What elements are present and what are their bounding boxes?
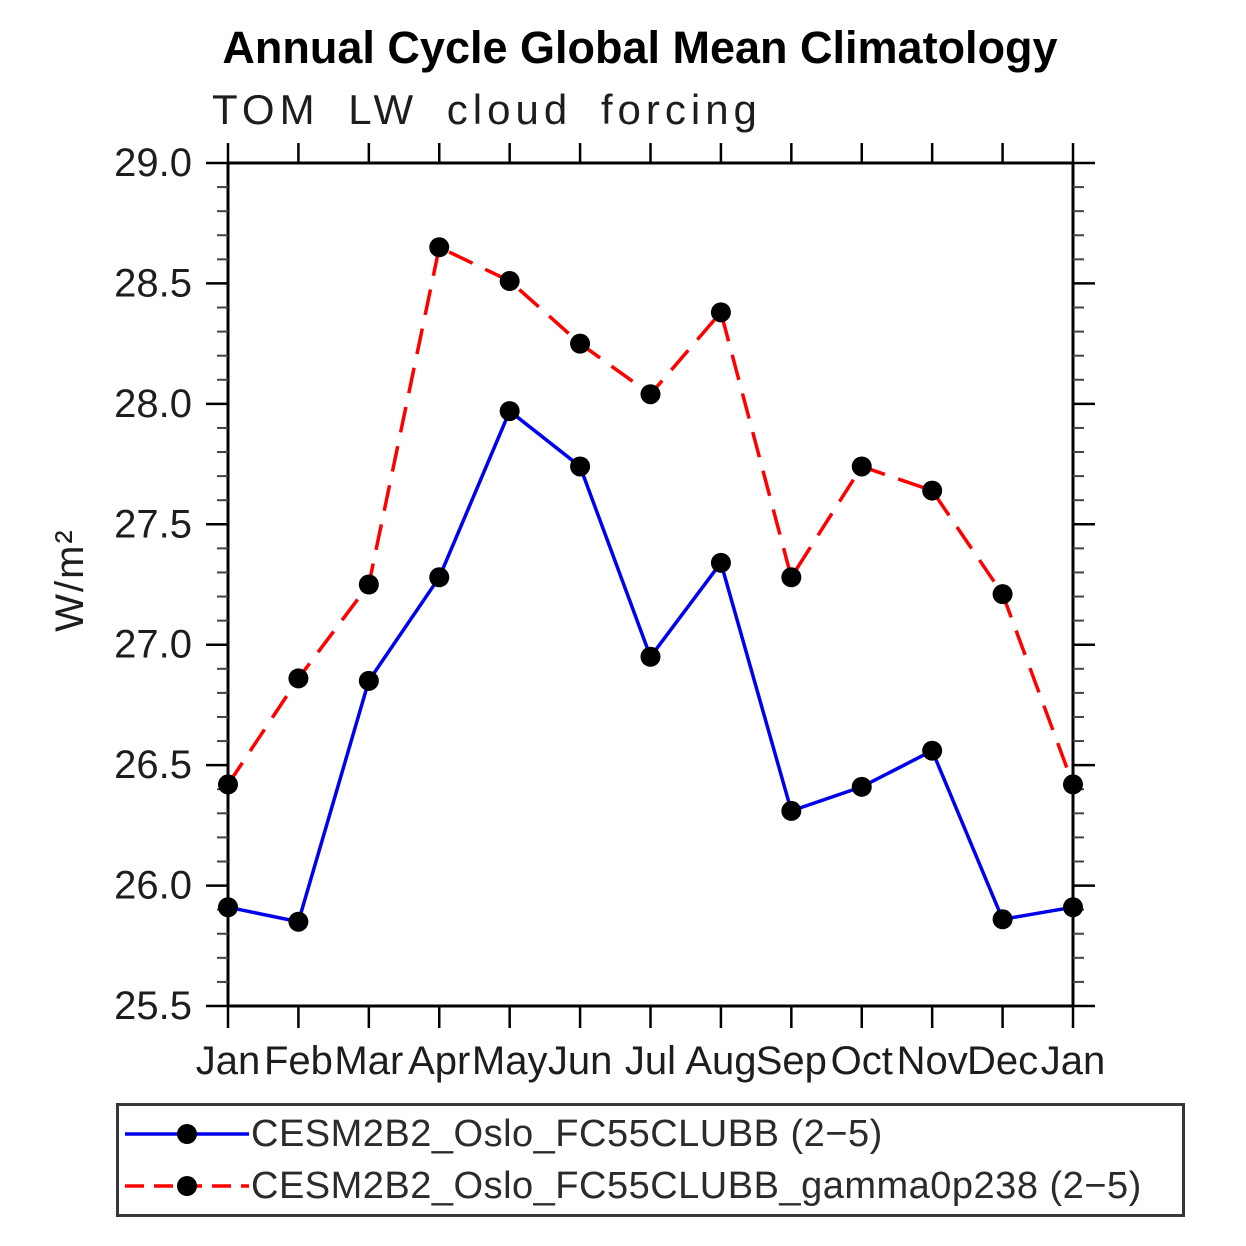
data-point-marker-series-1	[710, 552, 731, 573]
x-tick-label: Dec	[967, 1039, 1038, 1083]
legend-label-series-1: CESM2B2_Oslo_FC55CLUBB (2−5)	[251, 1112, 883, 1155]
legend-label-series-2: CESM2B2_Oslo_FC55CLUBB_gamma0p238 (2−5)	[251, 1164, 1142, 1207]
data-point-marker-series-2	[922, 480, 943, 501]
data-point-marker-series-1	[570, 456, 591, 477]
data-point-marker-series-2	[640, 384, 661, 405]
chart-subtitle: TOM LW cloud forcing	[212, 86, 762, 133]
data-point-marker-series-1	[992, 909, 1013, 930]
legend-item-solid: CESM2B2_Oslo_FC55CLUBB (2−5)	[119, 1108, 1182, 1160]
legend-box: CESM2B2_Oslo_FC55CLUBB (2−5) CESM2B2_Osl…	[116, 1103, 1185, 1217]
data-point-marker-series-1	[922, 740, 943, 761]
series-line-2	[226, 244, 1075, 786]
x-tick-label: Jan	[1041, 1039, 1106, 1083]
legend-key-solid-line	[125, 1124, 249, 1144]
x-tick-label: Aug	[685, 1039, 756, 1083]
data-point-marker-series-2	[992, 584, 1013, 605]
x-tick-label: Apr	[408, 1039, 470, 1083]
y-tick-label: 29.0	[114, 141, 192, 185]
data-point-marker-series-1	[1063, 897, 1083, 918]
y-tick-label: 27.5	[114, 502, 192, 546]
data-point-marker-series-2	[851, 456, 872, 477]
y-tick-label: 26.5	[114, 743, 192, 787]
y-tick-label: 28.0	[114, 382, 192, 426]
data-point-marker-series-2	[288, 668, 309, 689]
y-tick-label: 26.0	[114, 864, 192, 908]
x-tick-label: Nov	[897, 1039, 968, 1083]
data-point-marker-series-2	[218, 774, 238, 795]
x-tick-label: Jun	[548, 1039, 613, 1083]
legend-marker-dot	[177, 1176, 197, 1196]
x-tick-label: May	[472, 1039, 548, 1083]
legend-item-dashed: CESM2B2_Oslo_FC55CLUBB_gamma0p238 (2−5)	[119, 1160, 1182, 1212]
data-point-marker-series-1	[851, 776, 872, 797]
data-point-marker-series-1	[288, 911, 309, 932]
x-tick-label: Jul	[625, 1039, 676, 1083]
data-point-marker-series-1	[640, 646, 661, 667]
data-point-marker-series-2	[358, 574, 379, 595]
data-point-marker-series-1	[358, 670, 379, 691]
data-point-marker-series-2	[570, 333, 591, 354]
x-tick-label: Sep	[756, 1039, 827, 1083]
x-tick-label: Mar	[334, 1039, 403, 1083]
x-tick-label: Jan	[196, 1039, 261, 1083]
data-point-marker-series-1	[218, 897, 238, 918]
data-point-marker-series-1	[781, 800, 802, 821]
x-tick-label: Oct	[831, 1039, 893, 1083]
y-tick-label: 28.5	[114, 261, 192, 305]
y-tick-label: 27.0	[114, 623, 192, 667]
data-point-marker-series-1	[499, 401, 520, 422]
y-tick-label: 25.5	[114, 984, 192, 1028]
x-tick-label: Feb	[264, 1039, 333, 1083]
data-point-marker-series-2	[710, 302, 731, 323]
legend-marker-dot	[177, 1124, 197, 1144]
chart-title: Annual Cycle Global Mean Climatology	[222, 22, 1058, 73]
data-point-marker-series-2	[781, 567, 802, 588]
data-point-marker-series-2	[1063, 774, 1083, 795]
legend-key-dashed-line	[125, 1176, 249, 1196]
data-point-marker-series-2	[429, 237, 450, 258]
data-point-marker-series-2	[499, 271, 520, 292]
data-point-marker-series-1	[429, 567, 450, 588]
